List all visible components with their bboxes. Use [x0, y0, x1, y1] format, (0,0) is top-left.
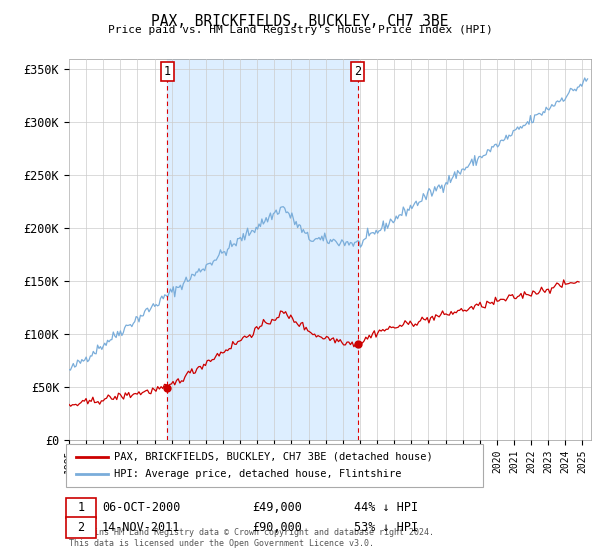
Text: 1: 1: [77, 501, 85, 515]
Text: 14-NOV-2011: 14-NOV-2011: [102, 521, 181, 534]
Text: 2: 2: [77, 521, 85, 534]
Text: Contains HM Land Registry data © Crown copyright and database right 2024.
This d: Contains HM Land Registry data © Crown c…: [69, 528, 434, 548]
Text: Price paid vs. HM Land Registry's House Price Index (HPI): Price paid vs. HM Land Registry's House …: [107, 25, 493, 35]
Text: HPI: Average price, detached house, Flintshire: HPI: Average price, detached house, Flin…: [114, 469, 401, 479]
Text: 2: 2: [354, 65, 361, 78]
Text: 06-OCT-2000: 06-OCT-2000: [102, 501, 181, 515]
Text: £49,000: £49,000: [252, 501, 302, 515]
Text: PAX, BRICKFIELDS, BUCKLEY, CH7 3BE (detached house): PAX, BRICKFIELDS, BUCKLEY, CH7 3BE (deta…: [114, 452, 433, 462]
Text: 44% ↓ HPI: 44% ↓ HPI: [354, 501, 418, 515]
Text: 53% ↓ HPI: 53% ↓ HPI: [354, 521, 418, 534]
Text: PAX, BRICKFIELDS, BUCKLEY, CH7 3BE: PAX, BRICKFIELDS, BUCKLEY, CH7 3BE: [151, 14, 449, 29]
Text: £90,000: £90,000: [252, 521, 302, 534]
Bar: [167, 59, 358, 440]
Text: 1: 1: [164, 65, 171, 78]
